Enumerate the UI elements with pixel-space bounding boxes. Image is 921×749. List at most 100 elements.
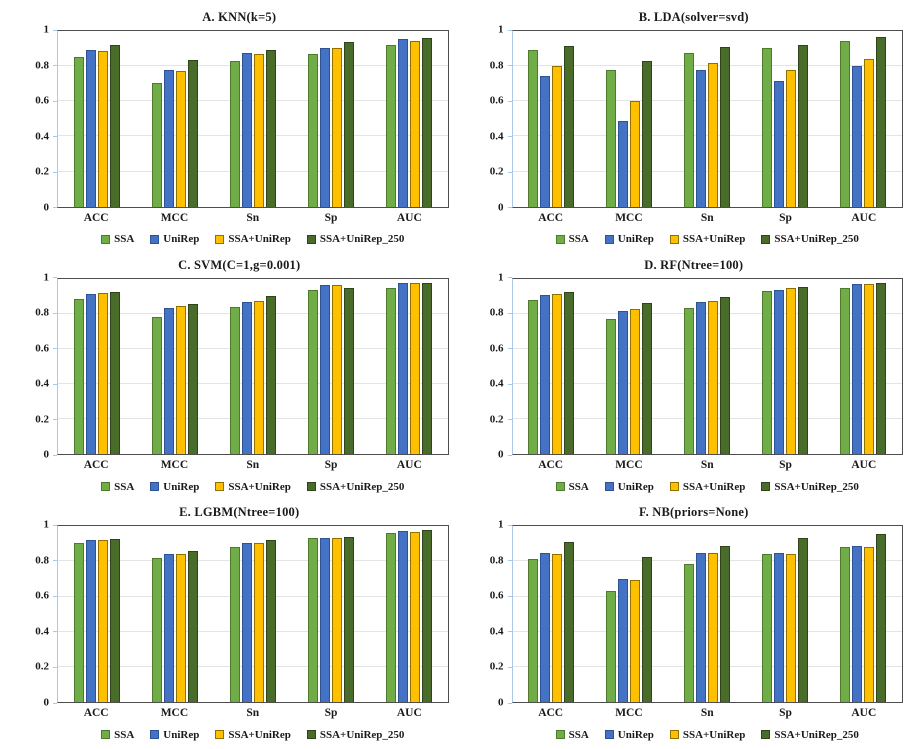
- bar: [331, 537, 342, 702]
- legend-swatch: [669, 730, 679, 739]
- y-tick-mark: [507, 524, 512, 526]
- bar: [684, 564, 695, 702]
- bar: [708, 62, 719, 207]
- x-axis-labels: ACC MCC Sn Sp AUC: [57, 707, 449, 722]
- bar-group: [590, 526, 668, 702]
- gridline: [512, 135, 902, 137]
- y-tick-label: 0.4: [35, 130, 49, 143]
- gridline: [512, 65, 902, 67]
- x-label: MCC: [160, 459, 189, 472]
- legend-swatch: [306, 730, 316, 739]
- bar: [540, 552, 551, 702]
- legend-label: UniRep: [163, 480, 200, 493]
- legend-item: UniRep: [604, 729, 654, 741]
- bar: [840, 40, 851, 207]
- x-axis-labels: ACC MCC Sn Sp AUC: [512, 212, 904, 227]
- y-tick-mark: [507, 277, 512, 279]
- bar: [409, 40, 420, 207]
- bar: [97, 539, 108, 702]
- legend-item: SSA+UniRep_250: [306, 233, 404, 245]
- bar: [774, 81, 785, 207]
- bar-group: [370, 526, 448, 702]
- bar: [319, 284, 330, 455]
- bar-groups: [513, 526, 903, 702]
- plot-area: [57, 30, 449, 208]
- y-tick-label: 0.4: [489, 377, 504, 390]
- gridline: [58, 135, 448, 137]
- y-tick-label: 0.4: [489, 130, 504, 143]
- legend-item: UniRep: [150, 481, 199, 493]
- x-label: ACC: [538, 459, 564, 472]
- bar-group: [590, 279, 668, 455]
- gridline: [58, 65, 448, 67]
- x-label: Sp: [324, 459, 338, 472]
- bar: [798, 537, 809, 702]
- y-tick-mark: [53, 454, 57, 456]
- gridline: [512, 100, 902, 102]
- legend-label: SSA+UniRep: [682, 233, 746, 246]
- y-tick-mark: [53, 65, 57, 67]
- y-tick-label: 0.4: [489, 625, 504, 638]
- bar: [852, 283, 863, 455]
- bar-groups: [58, 31, 448, 207]
- bar-group: [668, 279, 746, 455]
- x-label: AUC: [396, 707, 422, 719]
- gridline: [58, 630, 448, 632]
- legend-swatch: [101, 730, 111, 739]
- legend-item: SSA+UniRep_250: [761, 481, 859, 493]
- x-label: AUC: [396, 211, 422, 224]
- chart-title: D. RF(Ntree=100): [644, 257, 744, 272]
- y-tick-mark: [507, 312, 512, 314]
- bar-groups: [513, 31, 903, 207]
- y-tick-mark: [53, 560, 57, 562]
- chart-panel: C. SVM(C=1,g=0.001) 0 0.2 0.4 0.6 0.8 1 ACC MCC S…: [30, 258, 449, 496]
- bar: [864, 59, 875, 207]
- y-tick-mark: [53, 595, 57, 597]
- legend-item: SSA+UniRep_250: [306, 481, 404, 493]
- bar: [708, 552, 719, 702]
- y-tick-label: 0.4: [35, 625, 49, 638]
- legend-item: UniRep: [604, 481, 654, 493]
- y-tick-mark: [507, 29, 512, 31]
- legend: SSA UniRep SSA+UniRep SSA+UniRep_250: [57, 231, 449, 248]
- x-label: Sp: [779, 459, 792, 472]
- y-tick-mark: [53, 136, 57, 138]
- legend-label: UniRep: [617, 233, 654, 246]
- x-label: ACC: [83, 459, 109, 472]
- gridline: [58, 595, 448, 597]
- x-axis-labels: ACC MCC Sn Sp AUC: [512, 707, 904, 722]
- legend-swatch: [604, 234, 614, 244]
- bar: [97, 51, 108, 207]
- bar: [229, 306, 240, 455]
- bar: [397, 530, 408, 702]
- bar: [187, 304, 198, 455]
- chart-body: 0 0.2 0.4 0.6 0.8 1: [30, 272, 449, 460]
- bar: [798, 45, 809, 207]
- legend-label: SSA+UniRep: [228, 728, 291, 741]
- bar: [864, 283, 875, 455]
- chart-title: B. LDA(solver=svd): [638, 10, 749, 24]
- bar: [564, 542, 575, 702]
- legend-swatch: [215, 482, 225, 492]
- gridline: [512, 665, 902, 667]
- x-label: ACC: [83, 707, 109, 719]
- bar: [786, 553, 797, 702]
- y-tick-label: 1: [498, 518, 504, 531]
- bar: [684, 52, 695, 207]
- bar: [564, 291, 575, 455]
- y-axis: 0 0.2 0.4 0.6 0.8 1: [30, 24, 57, 213]
- y-tick-label: 0.6: [489, 94, 504, 107]
- y-tick-mark: [53, 348, 57, 350]
- x-label: ACC: [83, 211, 109, 224]
- y-tick-mark: [507, 65, 512, 67]
- y-tick-mark: [507, 419, 512, 421]
- bar: [85, 539, 96, 702]
- bar: [307, 537, 318, 702]
- y-tick-label: 0.8: [35, 306, 49, 319]
- legend-item: SSA+UniRep: [669, 481, 745, 493]
- bar: [864, 546, 875, 702]
- x-label: Sn: [700, 707, 714, 719]
- bar: [241, 543, 252, 702]
- legend-label: UniRep: [163, 728, 200, 741]
- bar: [421, 529, 432, 702]
